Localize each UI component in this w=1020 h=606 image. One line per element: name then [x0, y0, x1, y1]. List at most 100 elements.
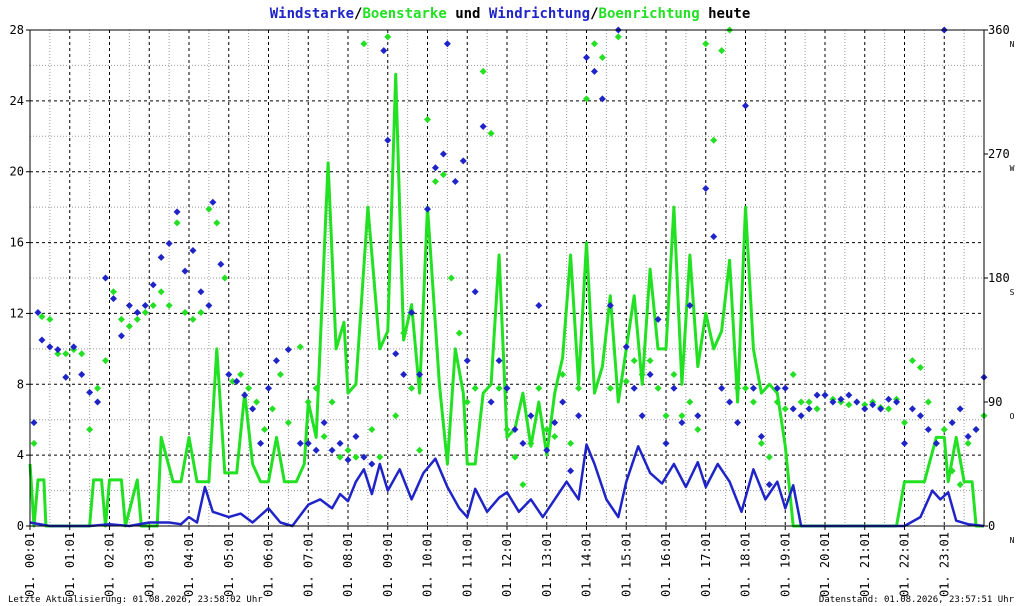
y-left-tick-label: 28 [10, 23, 24, 37]
boenrichtung-point [296, 343, 304, 351]
footer-right: Datenstand: 01.08.2026, 23:57:51 Uhr [819, 595, 1015, 605]
x-tick-label: 01. 17:01 [699, 532, 713, 597]
windrichtung-point [765, 481, 773, 489]
boenrichtung-point [424, 116, 431, 124]
windrichtung-point [694, 412, 702, 420]
direction-label: W [1010, 164, 1015, 173]
boenrichtung-point [157, 288, 165, 296]
boenrichtung-point [598, 54, 606, 62]
footer-left: Letzte Aktualisierung: 01.08.2026, 23:58… [8, 595, 263, 605]
title-part: Boenrichtung [599, 6, 700, 22]
windrichtung-point [861, 405, 869, 413]
windrichtung-point [443, 40, 451, 48]
windrichtung-point [837, 395, 845, 403]
windrichtung-point [567, 467, 575, 475]
boenrichtung-point [455, 329, 463, 337]
boenrichtung-point [86, 426, 94, 434]
windrichtung-point [416, 370, 424, 378]
windrichtung-point [149, 281, 157, 289]
windrichtung-point [575, 412, 583, 420]
y-left-tick-label: 0 [17, 519, 24, 533]
windrichtung-point [400, 370, 408, 378]
windrichtung-point [312, 446, 320, 454]
windrichtung-point [678, 419, 686, 427]
windrichtung-point [189, 246, 197, 254]
series-layer [28, 26, 988, 528]
boenrichtung-point [181, 308, 189, 316]
boenrichtung-point [261, 426, 269, 434]
boenrichtung-point [765, 453, 773, 461]
y-left-tick-label: 4 [17, 448, 24, 462]
boenrichtung-point [885, 405, 893, 413]
boenrichtung-point [734, 384, 742, 392]
windrichtung-point [726, 398, 734, 406]
boenrichtung-point [78, 350, 86, 358]
windrichtung-point [829, 398, 837, 406]
grid [30, 29, 984, 527]
boenrichtung-point [463, 398, 471, 406]
boenrichtung-point [109, 288, 117, 296]
windrichtung-point [535, 302, 543, 310]
boenrichtung-point [245, 384, 253, 392]
boenrichtung-point [622, 377, 630, 385]
boenrichtung-point [670, 370, 678, 378]
windrichtung-point [463, 357, 471, 365]
windrichtung-point [296, 439, 304, 447]
windrichtung-point [511, 426, 519, 434]
boenrichtung-point [654, 384, 662, 392]
boenrichtung-point [213, 219, 221, 227]
windrichtung-point [662, 439, 670, 447]
boenrichtung-point [638, 370, 646, 378]
y-right-tick-label: 90 [988, 395, 1002, 409]
boenrichtung-point [471, 384, 479, 392]
boenrichtung-point [606, 384, 614, 392]
boenrichtung-point [948, 467, 956, 475]
x-tick-label: 01. 03:01 [142, 532, 156, 597]
windrichtung-point [141, 302, 149, 310]
boenrichtung-point [773, 398, 781, 406]
boenrichtung-point [781, 405, 789, 413]
boenrichtung-point [551, 432, 559, 440]
windstarke-line [29, 443, 985, 528]
boenrichtung-point [686, 398, 694, 406]
x-tick-label: 01. 22:01 [898, 532, 912, 597]
windrichtung-point [487, 398, 495, 406]
windrichtung-point [38, 336, 46, 344]
boenrichtung-point [102, 357, 110, 365]
windrichtung-point [117, 332, 125, 340]
windrichtung-point [54, 346, 62, 354]
boenrichtung-point [694, 426, 702, 434]
boenrichtung-point [789, 370, 797, 378]
x-tick-label: 01. 09:01 [381, 532, 395, 597]
windrichtung-point [590, 67, 598, 75]
x-tick-label: 01. 11:01 [460, 532, 474, 597]
windrichtung-point [257, 439, 265, 447]
boenrichtung-point [197, 308, 205, 316]
boenrichtung-point [38, 313, 46, 321]
windrichtung-point [392, 350, 400, 358]
windrichtung-point [638, 412, 646, 420]
boenrichtung-point [630, 357, 638, 365]
x-tick-label: 01. 04:01 [182, 532, 196, 597]
windrichtung-point [94, 398, 102, 406]
windrichtung-point [869, 401, 877, 409]
x-tick-label: 01. 19:01 [778, 532, 792, 597]
windrichtung-point [265, 384, 272, 392]
windrichtung-point [320, 419, 328, 427]
boenrichtung-point [479, 67, 487, 75]
boenrichtung-point [165, 302, 173, 310]
x-tick-label: 01. 02:01 [103, 532, 117, 597]
windrichtung-point [742, 102, 749, 110]
windrichtung-point [964, 432, 972, 440]
x-tick-label: 01. 21:01 [858, 532, 872, 597]
title-part: / [590, 6, 598, 22]
windrichtung-point [408, 308, 416, 316]
direction-label: S [1010, 288, 1015, 297]
boenrichtung-point [149, 302, 157, 310]
windrichtung-point [781, 384, 789, 392]
boenrichtung-point [276, 370, 284, 378]
boenrichtung-point [30, 439, 38, 447]
windrichtung-point [773, 384, 781, 392]
x-tick-label: 01. 00:01 [23, 532, 37, 597]
boenrichtung-point [189, 315, 197, 323]
